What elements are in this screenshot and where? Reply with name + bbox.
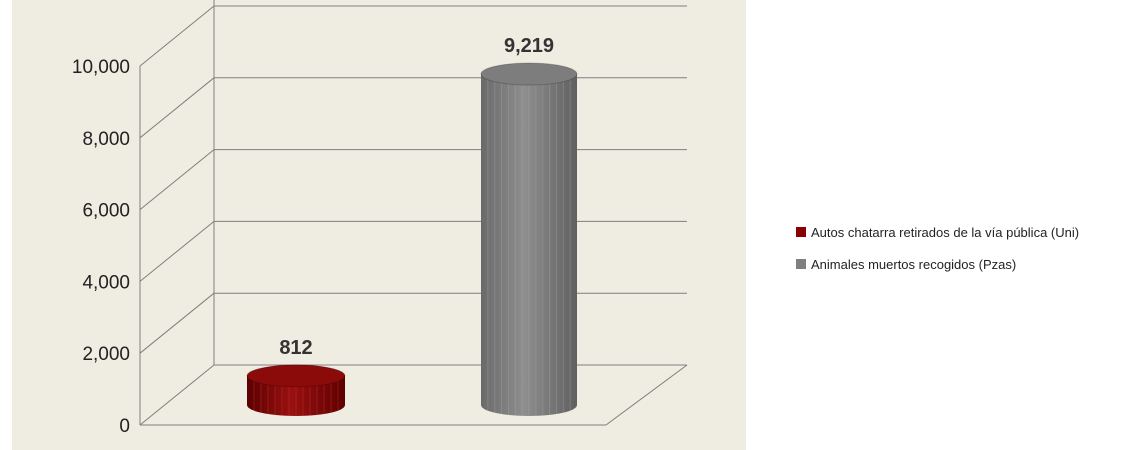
bars xyxy=(246,62,578,416)
legend-swatch-autos xyxy=(796,227,806,237)
data-label: 812 xyxy=(279,337,312,359)
legend-item-animales: Animales muertos recogidos (Pzas) xyxy=(796,254,1079,274)
legend: Autos chatarra retirados de la vía públi… xyxy=(796,222,1079,286)
y-tick-label: 0 xyxy=(119,416,130,437)
y-tick-label: 8,000 xyxy=(82,129,130,150)
bar-autos-body xyxy=(247,375,345,416)
bar-autos-top xyxy=(246,364,346,388)
bar-animales xyxy=(480,62,578,416)
labels: 0 2,000 4,000 6,000 8,000 10,000 812 9,219 xyxy=(72,35,554,437)
legend-label-animales: Animales muertos recogidos (Pzas) xyxy=(811,256,1017,272)
gridline-diagonal xyxy=(139,221,215,282)
legend-label-autos: Autos chatarra retirados de la vía públi… xyxy=(811,224,1080,240)
gridline-diagonal xyxy=(139,77,215,139)
y-tick-label: 6,000 xyxy=(82,201,130,222)
gridlines xyxy=(139,0,688,426)
gridline-diagonal xyxy=(139,149,215,210)
data-label: 9,219 xyxy=(504,35,554,57)
gridline-diagonal xyxy=(139,5,215,67)
bar-autos xyxy=(246,364,346,416)
gridline-diagonal xyxy=(139,292,215,354)
y-tick-label: 2,000 xyxy=(82,344,130,365)
y-tick-label: 10,000 xyxy=(72,57,130,78)
bar-animales-body xyxy=(481,74,577,416)
legend-item-autos: Autos chatarra retirados de la vía públi… xyxy=(796,222,1079,242)
plot-background xyxy=(12,0,746,450)
gridline-diagonal xyxy=(139,364,215,426)
legend-swatch-animales xyxy=(796,259,806,269)
y-tick-label: 4,000 xyxy=(82,272,130,293)
bar-animales-top xyxy=(480,62,578,86)
floor-right-edge xyxy=(605,364,688,426)
